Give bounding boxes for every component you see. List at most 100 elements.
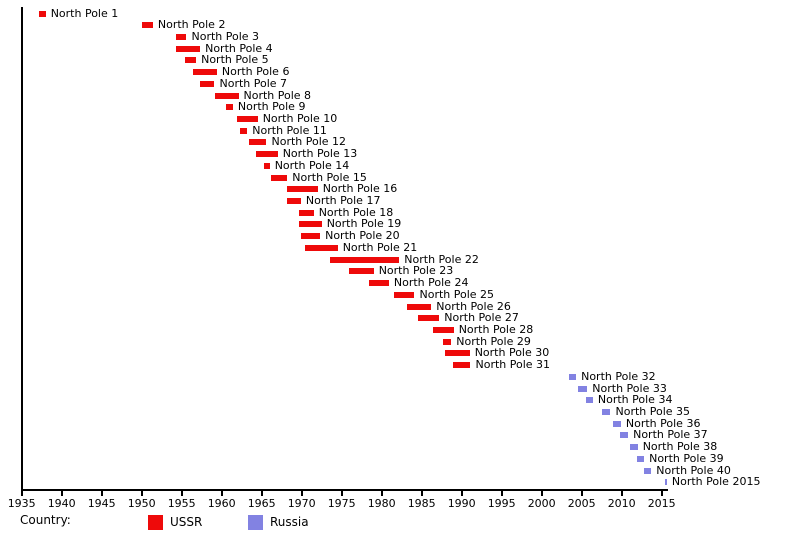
station-bar — [298, 209, 314, 216]
station-bar — [38, 10, 46, 17]
station-label: North Pole 17 — [305, 194, 381, 208]
x-axis-tick — [380, 491, 383, 496]
station-label: North Pole 30 — [474, 346, 550, 360]
station-label: North Pole 31 — [475, 358, 551, 372]
station-bar — [300, 233, 321, 240]
station-bar — [348, 268, 374, 275]
legend-swatch-ussr — [148, 515, 163, 530]
station-label: North Pole 25 — [419, 287, 495, 301]
legend-name-ussr: USSR — [170, 515, 203, 529]
station-label: North Pole 24 — [393, 276, 469, 290]
station-label: North Pole 9 — [237, 100, 306, 114]
station-bar — [407, 303, 432, 310]
station-bar — [184, 57, 197, 64]
x-axis-tick-label: 2015 — [647, 497, 676, 510]
x-axis-tick-label: 1985 — [407, 497, 436, 510]
station-bar — [417, 315, 440, 322]
x-axis-tick — [580, 491, 583, 496]
station-label: North Pole 2 — [157, 18, 226, 32]
x-axis-tick — [620, 491, 623, 496]
station-bar — [225, 104, 233, 111]
station-bar — [298, 221, 322, 228]
station-bar — [271, 174, 288, 181]
x-axis-tick-label: 1975 — [327, 497, 356, 510]
station-label: North Pole 6 — [221, 65, 290, 79]
station-bar — [236, 115, 258, 122]
station-bar — [329, 256, 400, 263]
station-label: North Pole 1 — [50, 6, 119, 20]
legend-name-russia: Russia — [270, 515, 309, 529]
station-bar — [432, 326, 454, 333]
station-bar — [287, 186, 318, 193]
station-label: North Pole 10 — [262, 111, 338, 125]
x-axis-tick — [660, 491, 663, 496]
station-label: North Pole 28 — [458, 322, 534, 336]
station-label: North Pole 27 — [444, 311, 519, 325]
station-label: North Pole 26 — [436, 299, 511, 313]
station-label: North Pole 5 — [201, 53, 269, 67]
station-label: North Pole 19 — [326, 217, 402, 231]
x-axis-tick — [20, 491, 23, 496]
station-label: North Pole 8 — [243, 88, 312, 102]
x-axis-tick — [300, 491, 303, 496]
station-label: North Pole 7 — [219, 76, 288, 90]
x-axis-tick — [220, 491, 223, 496]
station-bar — [248, 139, 267, 146]
station-bar — [368, 280, 389, 287]
station-bar — [256, 151, 278, 158]
x-axis-tick — [540, 491, 543, 496]
station-bar — [287, 198, 301, 205]
station-bar — [442, 338, 452, 345]
legend-title: Country: — [20, 513, 71, 527]
station-bar — [200, 80, 215, 87]
x-axis-tick-label: 2000 — [527, 497, 556, 510]
station-bar — [620, 432, 629, 439]
station-bar — [601, 408, 611, 415]
x-axis-tick-label: 1990 — [447, 497, 476, 510]
station-bar — [585, 397, 593, 404]
x-axis-tick — [60, 491, 63, 496]
station-label: North Pole 40 — [656, 463, 731, 477]
x-axis-tick-label: 1980 — [367, 497, 396, 510]
station-bar — [214, 92, 239, 99]
x-axis-tick-label: 1965 — [247, 497, 276, 510]
x-axis-tick-label: 1995 — [487, 497, 516, 510]
station-label: North Pole 36 — [625, 416, 701, 430]
station-label: North Pole 18 — [318, 205, 394, 219]
station-label: North Pole 13 — [282, 147, 358, 161]
x-axis-tick — [140, 491, 143, 496]
station-label: North Pole 33 — [592, 381, 667, 395]
station-bar — [444, 350, 470, 357]
legend-swatch-russia — [248, 515, 263, 530]
x-axis-tick-label: 1970 — [287, 497, 316, 510]
station-bar — [176, 33, 187, 40]
x-axis-tick — [500, 491, 503, 496]
station-label: North Pole 22 — [404, 252, 479, 266]
x-axis-tick-label: 2005 — [567, 497, 596, 510]
station-bar — [141, 22, 153, 29]
station-bar — [192, 69, 217, 76]
station-label: North Pole 11 — [252, 123, 327, 137]
station-label: North Pole 2015 — [671, 475, 761, 489]
station-label: North Pole 35 — [615, 404, 691, 418]
station-label: North Pole 12 — [271, 135, 347, 149]
station-label: North Pole 15 — [292, 170, 367, 184]
station-label: North Pole 34 — [597, 393, 673, 407]
station-label: North Pole 3 — [191, 29, 260, 43]
station-bar — [176, 45, 201, 52]
x-axis-tick-label: 1945 — [87, 497, 116, 510]
station-label: North Pole 16 — [322, 182, 398, 196]
station-label: North Pole 4 — [205, 41, 273, 55]
x-axis-line — [21, 489, 668, 491]
station-bar — [264, 162, 270, 169]
x-axis-tick-label: 1935 — [7, 497, 36, 510]
x-axis-tick-label: 1940 — [47, 497, 76, 510]
station-bar — [240, 127, 248, 134]
station-label: North Pole 39 — [649, 451, 724, 465]
station-bar — [636, 455, 645, 462]
station-bar — [568, 373, 577, 380]
x-axis-tick-label: 1955 — [167, 497, 196, 510]
station-bar — [612, 420, 621, 427]
station-label: North Pole 29 — [456, 334, 531, 348]
